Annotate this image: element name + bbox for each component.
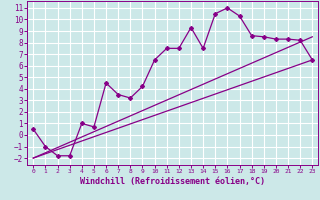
X-axis label: Windchill (Refroidissement éolien,°C): Windchill (Refroidissement éolien,°C) (80, 177, 265, 186)
